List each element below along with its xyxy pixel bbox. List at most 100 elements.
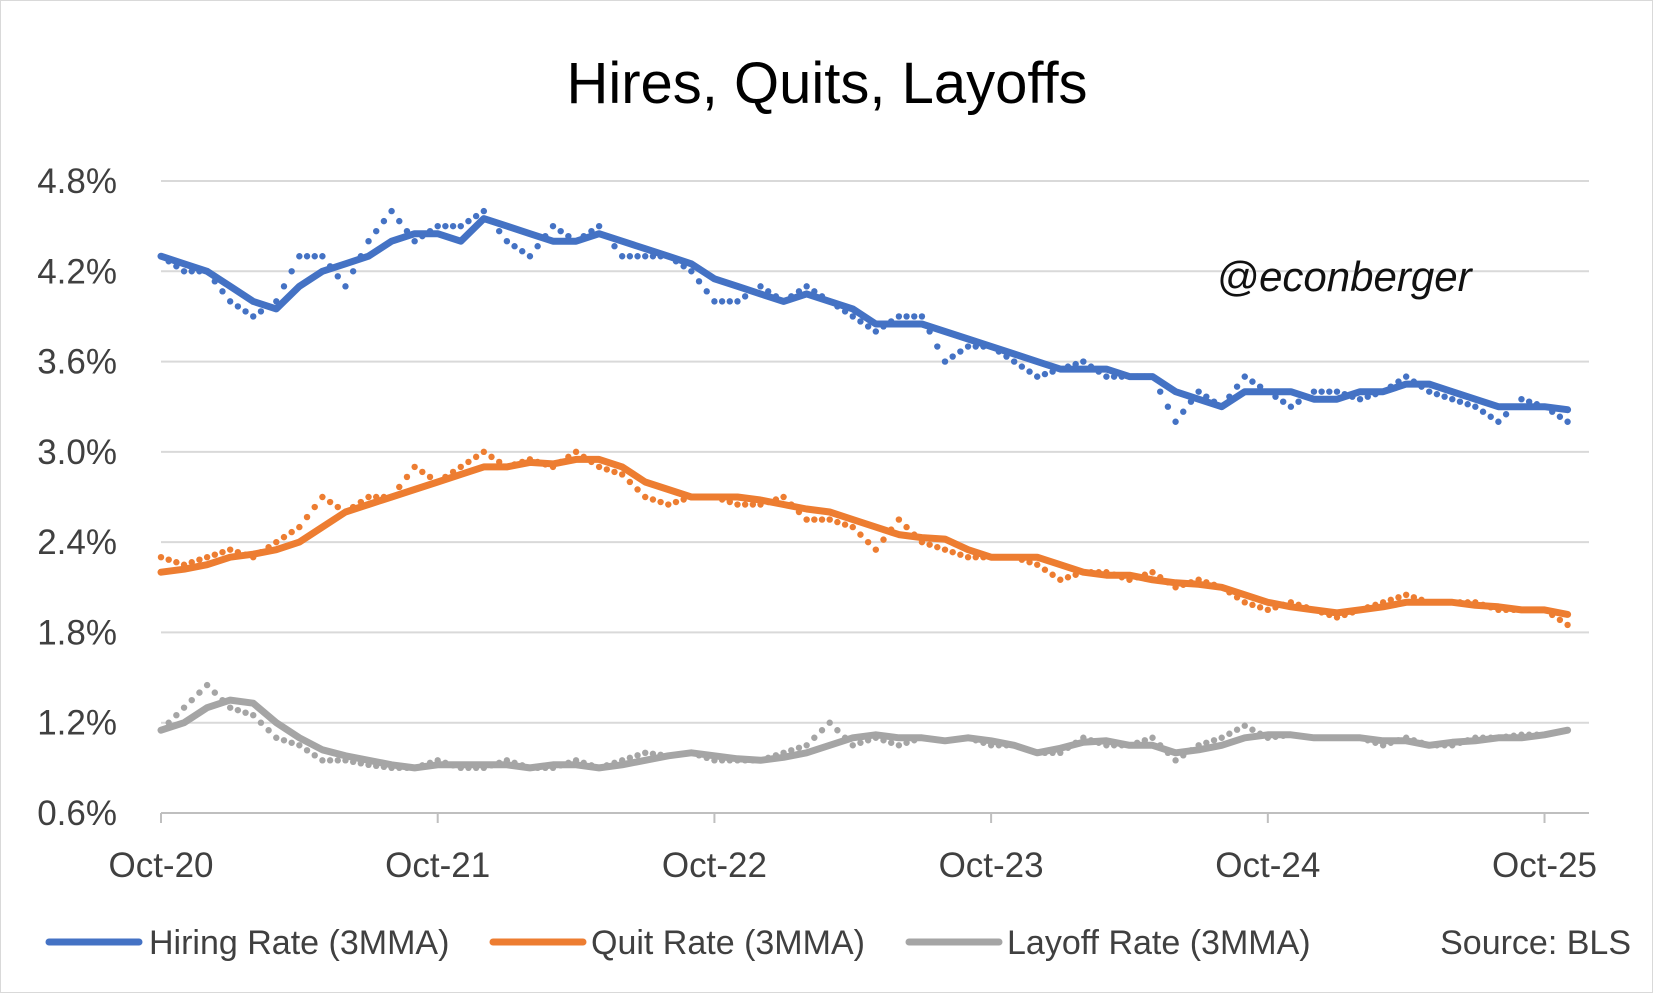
monthly-dot	[1464, 401, 1471, 408]
monthly-dot	[1395, 594, 1402, 601]
monthly-dot	[326, 498, 334, 506]
monthly-dot	[534, 243, 541, 250]
monthly-dot	[196, 689, 203, 696]
monthly-dot	[734, 298, 741, 305]
monthly-dot	[595, 463, 603, 471]
monthly-dot	[288, 528, 295, 536]
monthly-dot	[1149, 734, 1156, 741]
monthly-dot	[757, 283, 764, 290]
monthly-dot	[1249, 601, 1256, 609]
monthly-dot	[803, 742, 810, 749]
monthly-dot	[426, 473, 434, 481]
monthly-dot	[941, 546, 949, 553]
monthly-dot	[857, 531, 864, 538]
monthly-dot	[711, 298, 718, 305]
monthly-dot	[934, 343, 941, 350]
monthly-dot	[1495, 418, 1502, 425]
monthly-dot	[1502, 411, 1510, 418]
monthly-dot	[1226, 730, 1233, 737]
monthly-dot	[957, 348, 964, 355]
monthly-dot	[334, 757, 341, 764]
monthly-dot	[273, 734, 280, 741]
x-tick-label: Oct-20	[108, 846, 213, 885]
monthly-dot	[634, 486, 641, 493]
monthly-dot	[1279, 398, 1287, 405]
monthly-dot	[157, 553, 165, 561]
monthly-dot	[657, 498, 664, 506]
monthly-dot	[642, 749, 649, 757]
monthly-dot	[219, 288, 226, 295]
monthly-dot	[834, 727, 841, 734]
monthly-dot	[849, 523, 856, 531]
monthly-dot	[273, 538, 280, 546]
y-tick-label: 3.0%	[37, 433, 117, 472]
monthly-dot	[864, 538, 872, 546]
monthly-dot	[1326, 388, 1333, 395]
monthly-dot	[1356, 395, 1364, 403]
monthly-dot	[219, 548, 226, 556]
monthly-dot	[257, 719, 265, 726]
monthly-dot	[411, 463, 418, 471]
source-note: Source: BLS	[1440, 924, 1631, 962]
monthly-dot	[396, 217, 403, 225]
monthly-dot	[303, 747, 311, 754]
legend: Hiring Rate (3MMA) Quit Rate (3MMA) Layoff…	[45, 924, 1311, 962]
monthly-dot	[180, 268, 188, 275]
monthly-dot	[334, 273, 341, 280]
monthly-dot	[188, 696, 195, 704]
monthly-dot	[1210, 737, 1218, 744]
monthly-dot	[672, 498, 680, 506]
monthly-dot	[1233, 383, 1241, 390]
monthly-dot	[1556, 616, 1564, 624]
monthly-dot	[503, 237, 511, 245]
three-month-average-series	[157, 215, 1572, 772]
monthly-dot	[1080, 358, 1087, 365]
monthly-dot	[242, 308, 249, 315]
x-tick-label: Oct-25	[1492, 846, 1597, 885]
monthly-dot	[611, 243, 618, 250]
monthly-dot	[895, 742, 903, 749]
monthly-dot	[1441, 393, 1448, 400]
monthly-dot	[1556, 413, 1564, 420]
monthly-dot	[642, 493, 649, 501]
monthly-dot	[818, 727, 826, 734]
monthly-dot	[626, 478, 634, 486]
monthly-dot	[526, 253, 534, 260]
monthly-dot	[457, 222, 464, 230]
monthly-dot	[226, 704, 234, 711]
monthly-dot	[957, 551, 964, 558]
monthly-dot	[964, 343, 972, 350]
monthly-dot	[472, 212, 480, 220]
monthly-dot	[288, 739, 295, 746]
monthly-dot	[895, 313, 903, 320]
monthly-dot	[634, 752, 641, 759]
monthly-dot	[642, 253, 649, 260]
monthly-dot	[1472, 403, 1479, 410]
monthly-dot	[465, 458, 472, 466]
monthly-dot	[649, 496, 657, 503]
monthly-dot	[949, 353, 956, 360]
monthly-dot	[903, 313, 910, 320]
monthly-dot	[319, 493, 326, 501]
monthly-dot	[1518, 395, 1525, 403]
monthly-dot	[1157, 388, 1164, 395]
monthly-dot	[495, 227, 503, 235]
monthly-dot	[288, 268, 295, 275]
monthly-dot	[1149, 569, 1156, 576]
monthly-dot	[949, 548, 956, 556]
monthly-dot	[1249, 378, 1256, 385]
monthly-dot	[841, 521, 849, 528]
monthly-dot	[1241, 599, 1248, 606]
monthly-dot	[803, 516, 810, 523]
monthly-dot	[1287, 403, 1295, 410]
monthly-dot	[280, 533, 288, 541]
monthly-dot	[1164, 403, 1172, 410]
monthly-dot	[626, 253, 634, 260]
monthly-dot	[326, 757, 334, 764]
y-tick-label: 2.4%	[37, 523, 117, 562]
monthly-dot	[234, 706, 242, 714]
monthly-dot	[1295, 398, 1302, 405]
monthly-dot	[250, 313, 257, 320]
monthly-dot	[603, 466, 611, 473]
monthly-dot	[941, 358, 949, 365]
